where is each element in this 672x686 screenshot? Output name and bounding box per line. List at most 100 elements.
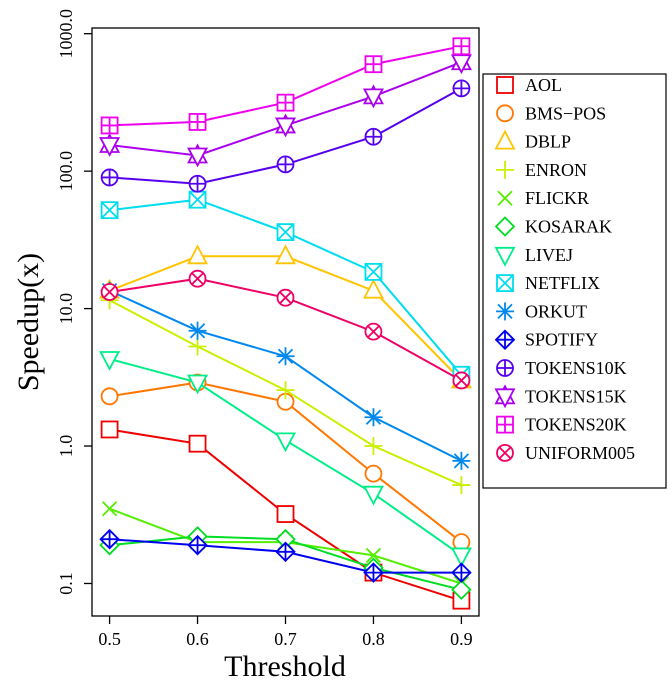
y-tick-label: 1.0 [56, 435, 76, 458]
data-point [188, 321, 207, 340]
data-point [100, 387, 119, 406]
legend-label: TOKENS15K [525, 386, 627, 406]
legend-marker [497, 190, 513, 206]
data-point [188, 113, 207, 131]
legend-marker [496, 76, 514, 94]
series-livej [99, 351, 472, 568]
data-point [187, 534, 208, 556]
x-tick-label: 0.7 [274, 629, 297, 649]
legend-item: UNIFORM005 [496, 443, 635, 463]
data-point [276, 93, 295, 112]
data-point [187, 143, 209, 168]
legend-marker [496, 415, 514, 434]
y-tick-label: 100.0 [56, 151, 76, 192]
legend-marker [496, 274, 514, 293]
data-point [451, 562, 472, 583]
legend-item: NETFLIX [496, 273, 600, 293]
legend-label: SPOTIFY [525, 330, 598, 350]
data-point [188, 190, 207, 209]
legend-label: BMS−POS [525, 103, 606, 123]
data-point [451, 579, 472, 601]
data-point [187, 244, 209, 265]
data-point [275, 244, 296, 265]
data-point [364, 437, 383, 456]
legend-item: AOL [496, 75, 562, 95]
data-point [275, 432, 296, 453]
legend-item: DBLP [494, 129, 571, 152]
legend-item: TOKENS20K [496, 415, 627, 435]
data-point [99, 133, 121, 157]
legend-label: FLICKR [525, 188, 589, 208]
data-point [364, 464, 383, 483]
data-point [187, 374, 209, 395]
data-point [362, 485, 384, 506]
legend-marker [496, 302, 514, 321]
data-point [362, 84, 384, 109]
legend-item: TOKENS10K [496, 358, 627, 378]
legend-label: KOSARAK [525, 217, 612, 237]
legend-item: FLICKR [497, 188, 589, 208]
data-point [100, 168, 119, 187]
legend-label: AOL [525, 75, 562, 95]
legend-marker [496, 160, 514, 179]
legend-item: BMS−POS [496, 103, 606, 123]
data-point [100, 283, 119, 301]
data-point [188, 269, 207, 288]
legend-item: TOKENS15K [494, 384, 627, 409]
y-tick-label: 0.1 [56, 572, 76, 595]
series-netflix [100, 190, 471, 384]
legend-label: ENRON [525, 160, 587, 180]
series-kosarak [99, 526, 472, 601]
data-point [364, 55, 383, 74]
series-tokens20k [100, 37, 471, 135]
series-layer [99, 37, 472, 610]
data-point [362, 278, 384, 299]
series-tokens15k [99, 50, 472, 168]
data-point [276, 381, 295, 400]
data-point [276, 155, 295, 174]
legend-marker [496, 104, 514, 123]
data-point [450, 547, 472, 568]
legend-item: SPOTIFY [494, 329, 598, 350]
legend-label: TOKENS20K [525, 415, 627, 435]
data-point [365, 547, 382, 564]
legend-label: TOKENS10K [525, 358, 627, 378]
data-point [275, 541, 296, 563]
data-point [188, 434, 207, 453]
legend-marker [494, 216, 516, 237]
legend-marker [494, 246, 516, 267]
data-point [101, 501, 118, 517]
legend-marker [494, 129, 516, 150]
data-point [452, 451, 471, 470]
data-point [275, 113, 296, 138]
data-point [363, 562, 384, 583]
data-point [364, 262, 383, 281]
legend-marker [496, 359, 514, 377]
series-bms-pos [100, 373, 471, 552]
x-tick-label: 0.5 [98, 629, 121, 649]
series-tokens10k [100, 79, 471, 193]
legend-item: KOSARAK [494, 216, 612, 237]
series-spotify [99, 528, 472, 583]
legend-item: ORKUT [496, 301, 587, 321]
data-point [100, 116, 119, 135]
data-point [188, 337, 207, 356]
data-point [276, 505, 295, 523]
y-tick-label: 10.0 [56, 293, 76, 325]
legend-label: DBLP [525, 132, 571, 152]
data-point [452, 371, 471, 390]
y-axis-title: Speedup(x) [12, 253, 45, 391]
legend-item: LIVEJ [494, 245, 573, 267]
legend: AOL BMS−POS DBLP ENRON FLICKR KOSARAK LIVEJ NET… [482, 73, 667, 489]
data-point [100, 420, 119, 439]
data-point [452, 476, 471, 495]
data-point [276, 347, 295, 366]
data-point [364, 322, 383, 341]
data-point [188, 174, 207, 193]
data-point [99, 351, 121, 371]
data-point [364, 127, 383, 146]
legend-marker [494, 384, 516, 409]
data-point [452, 79, 471, 98]
legend-marker [496, 443, 514, 462]
